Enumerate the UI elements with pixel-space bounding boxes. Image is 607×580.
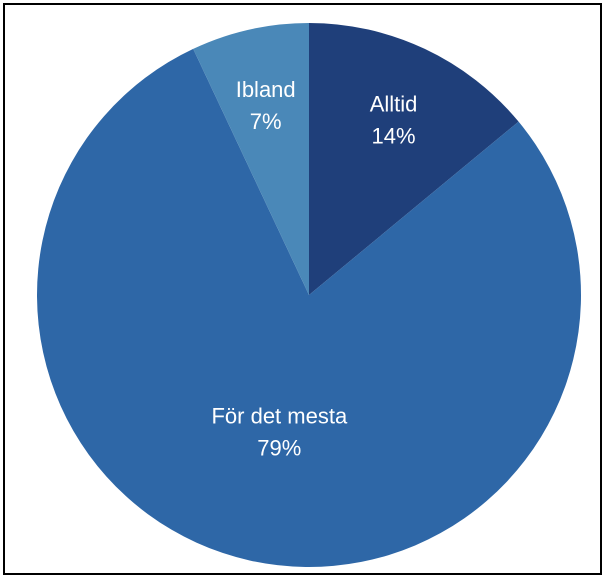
pie-slice-alltid	[309, 23, 519, 295]
slice-label-name: För det mesta	[211, 404, 347, 429]
pie-labels: Alltid 14% För det mesta 79% Ibland 7%	[211, 77, 417, 461]
pie-slices	[36, 23, 581, 568]
slice-label-value: 7%	[250, 109, 282, 134]
pie-slice-ibland	[193, 23, 309, 295]
slice-label-value: 79%	[257, 436, 301, 461]
slice-label-name: Alltid	[370, 91, 418, 116]
pie-slice-f-r-det-mesta	[36, 48, 581, 568]
slice-label-name: Ibland	[236, 77, 296, 102]
slice-label-value: 14%	[372, 123, 416, 148]
